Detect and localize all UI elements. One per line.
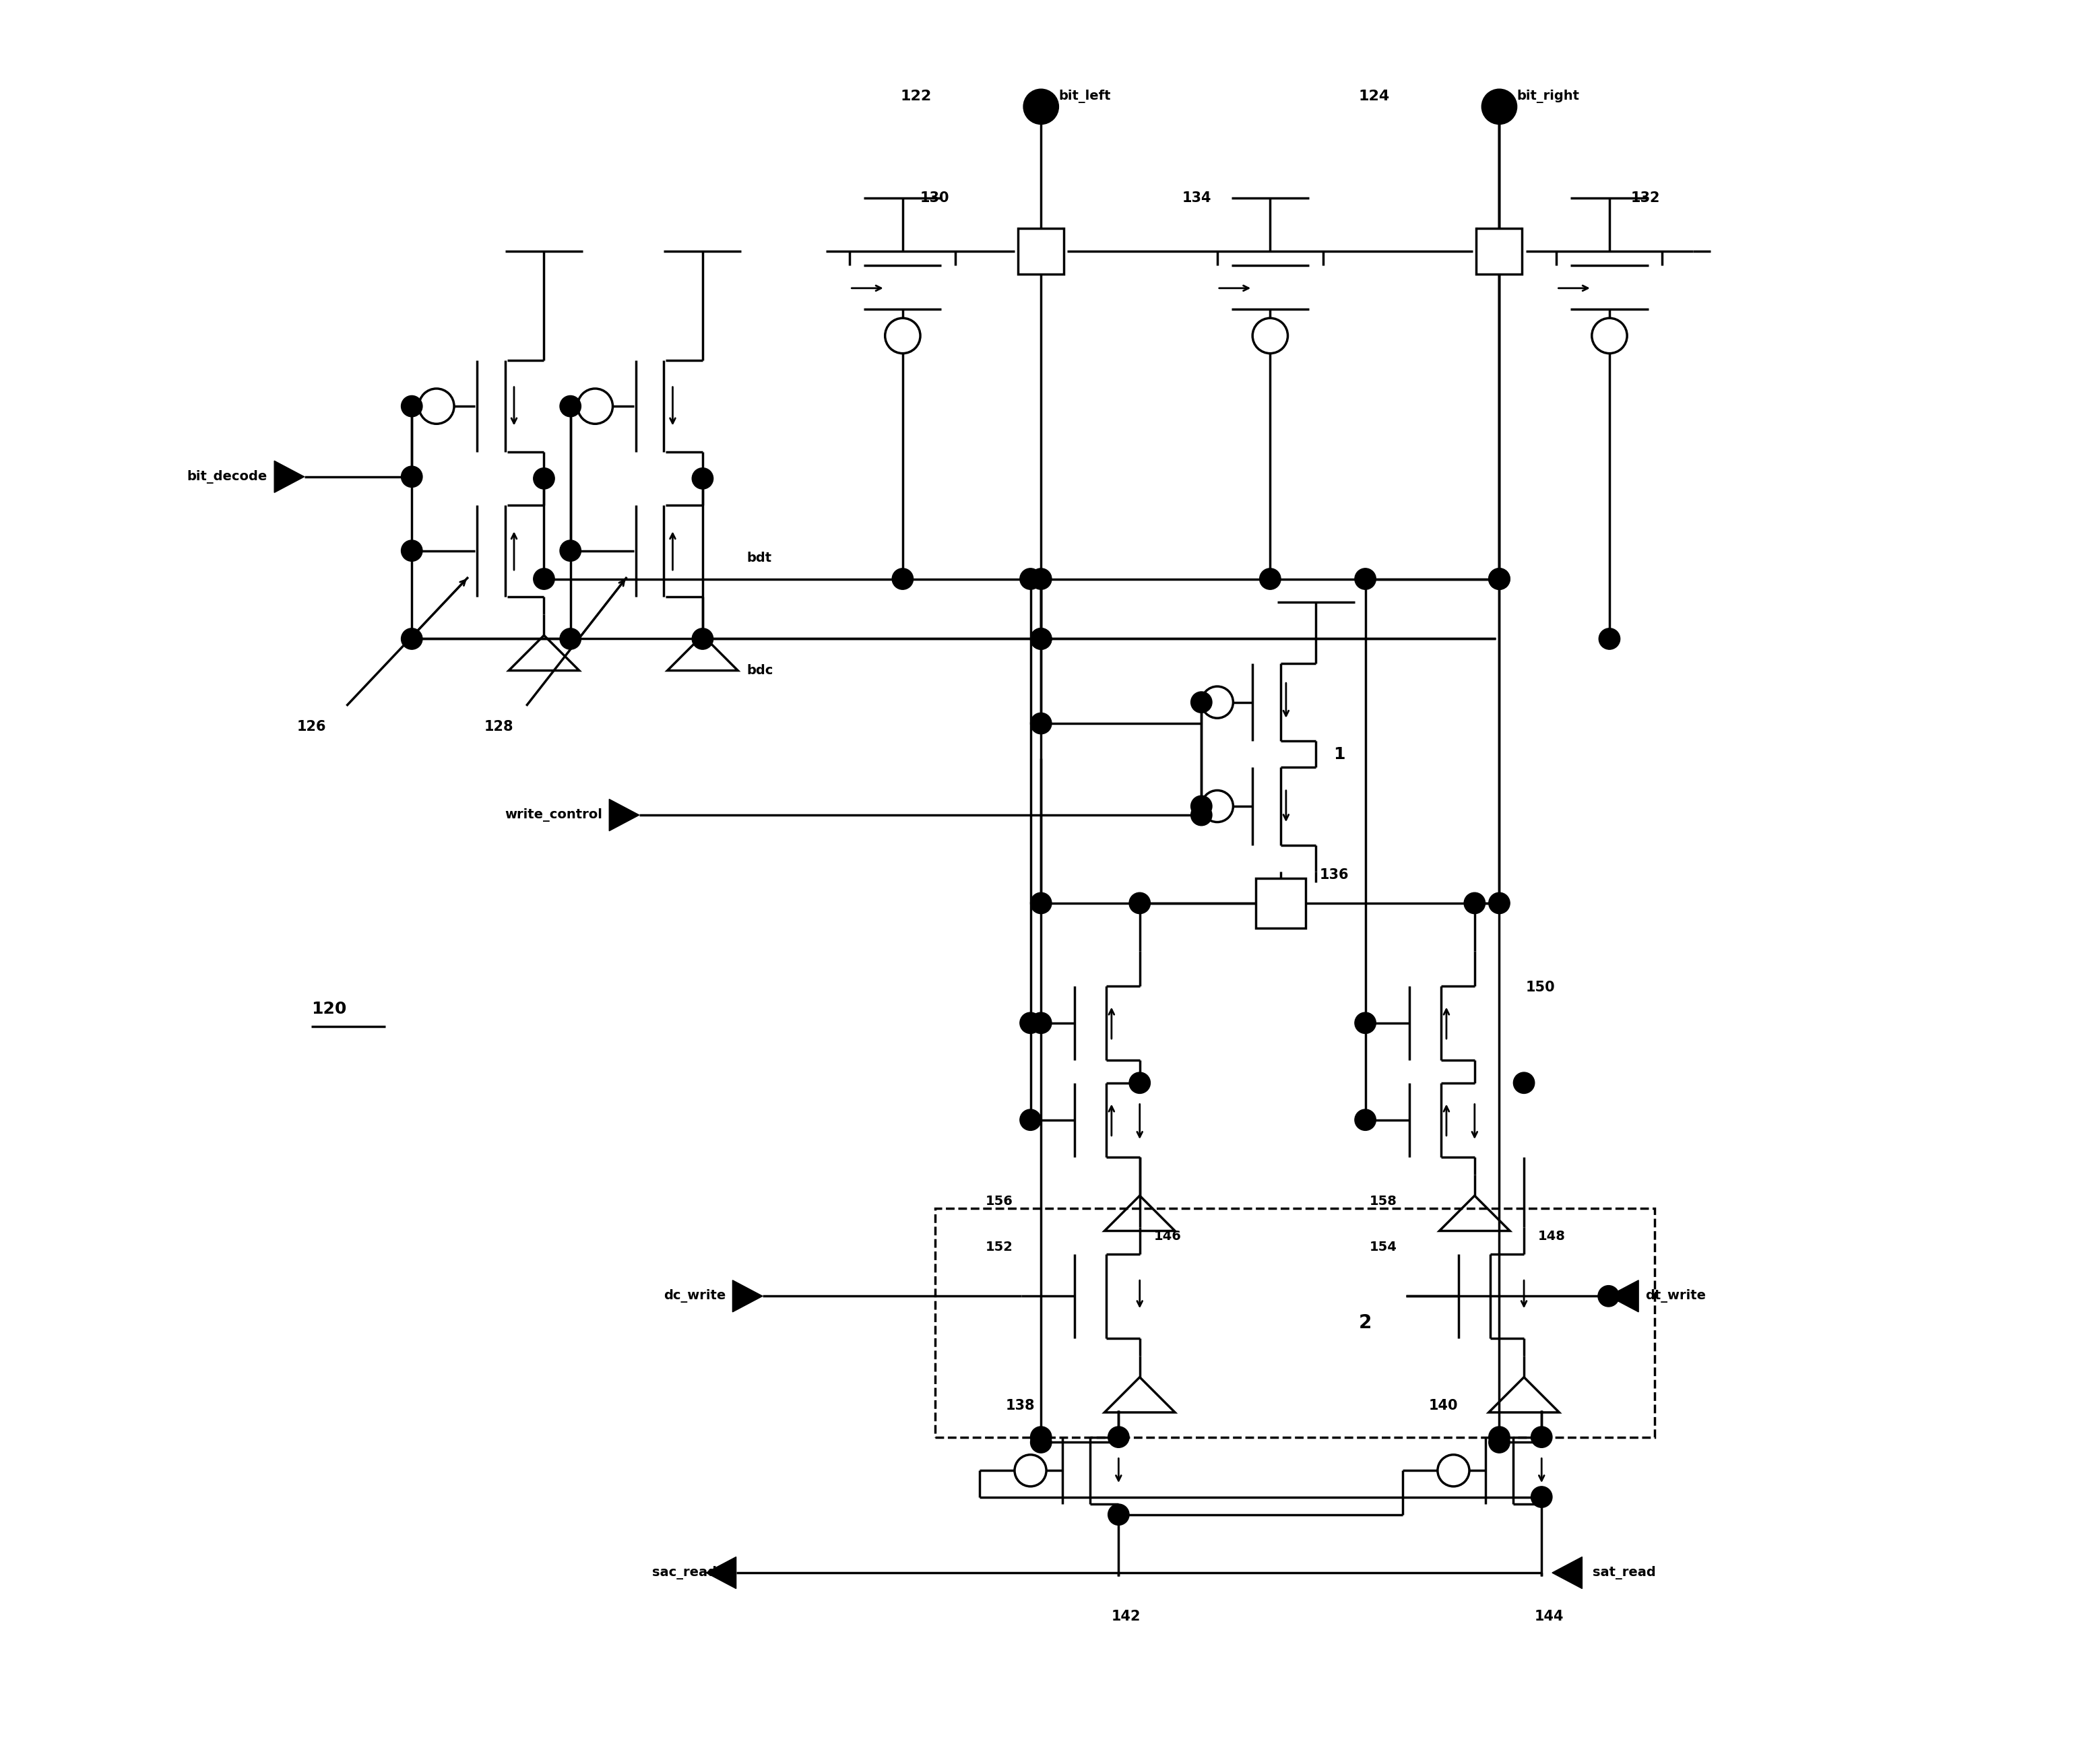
Circle shape	[533, 568, 554, 589]
Text: 130: 130	[921, 192, 950, 205]
Circle shape	[892, 568, 913, 589]
Bar	[1019, 228, 1064, 273]
Circle shape	[560, 628, 581, 649]
Circle shape	[400, 628, 423, 649]
Polygon shape	[732, 1281, 762, 1312]
Text: dt_write: dt_write	[1645, 1289, 1706, 1304]
Text: 134: 134	[1183, 192, 1212, 205]
Circle shape	[419, 388, 454, 423]
Text: 140: 140	[1430, 1399, 1459, 1413]
Polygon shape	[706, 1558, 737, 1589]
Text: dc_write: dc_write	[664, 1289, 726, 1304]
Polygon shape	[274, 460, 305, 492]
Circle shape	[1021, 1110, 1042, 1131]
Text: 1: 1	[1334, 746, 1345, 762]
Circle shape	[1108, 1427, 1129, 1448]
Polygon shape	[610, 799, 639, 831]
Text: 158: 158	[1370, 1194, 1396, 1207]
Text: 138: 138	[1006, 1399, 1035, 1413]
Text: write_control: write_control	[504, 808, 602, 822]
Circle shape	[1108, 1505, 1129, 1526]
Circle shape	[1488, 568, 1511, 589]
Text: 128: 128	[483, 720, 513, 734]
Circle shape	[560, 540, 581, 561]
Text: 152: 152	[986, 1240, 1013, 1252]
Circle shape	[1201, 790, 1233, 822]
Circle shape	[1031, 628, 1052, 649]
Circle shape	[1531, 1427, 1552, 1448]
Circle shape	[1031, 568, 1052, 589]
Circle shape	[1031, 1432, 1052, 1454]
Circle shape	[1355, 1110, 1376, 1131]
Circle shape	[1355, 1013, 1376, 1034]
Circle shape	[1031, 713, 1052, 734]
Text: 154: 154	[1370, 1240, 1396, 1252]
Circle shape	[1488, 893, 1511, 914]
Circle shape	[1031, 893, 1052, 914]
Circle shape	[1191, 804, 1212, 826]
Text: bit_decode: bit_decode	[187, 469, 268, 483]
Circle shape	[1598, 1286, 1618, 1307]
Circle shape	[1253, 318, 1289, 353]
Text: 136: 136	[1320, 868, 1349, 882]
Circle shape	[1531, 1487, 1552, 1508]
Circle shape	[1191, 691, 1212, 713]
Circle shape	[1465, 893, 1486, 914]
Circle shape	[1021, 568, 1042, 589]
Circle shape	[693, 628, 714, 649]
Text: 146: 146	[1154, 1230, 1181, 1242]
Text: 124: 124	[1359, 90, 1390, 102]
Text: 122: 122	[901, 90, 932, 102]
Text: bit_right: bit_right	[1517, 90, 1579, 102]
Circle shape	[1031, 628, 1052, 649]
Circle shape	[1023, 88, 1058, 123]
Circle shape	[577, 388, 612, 423]
Text: bit_left: bit_left	[1058, 90, 1110, 102]
Circle shape	[1488, 1427, 1511, 1448]
Text: 132: 132	[1631, 192, 1660, 205]
Polygon shape	[1552, 1558, 1581, 1589]
Circle shape	[560, 395, 581, 416]
Bar	[1477, 228, 1523, 273]
Circle shape	[1488, 1432, 1511, 1454]
Text: 144: 144	[1535, 1611, 1565, 1623]
Text: 156: 156	[986, 1194, 1013, 1207]
Circle shape	[1438, 1455, 1469, 1487]
Circle shape	[400, 466, 423, 487]
Text: 150: 150	[1525, 981, 1554, 995]
Text: bdt: bdt	[747, 552, 772, 564]
Circle shape	[1600, 628, 1621, 649]
Polygon shape	[1608, 1281, 1639, 1312]
Circle shape	[400, 395, 423, 416]
Circle shape	[1201, 686, 1233, 718]
Text: 2: 2	[1359, 1312, 1372, 1332]
Circle shape	[1031, 1013, 1052, 1034]
Text: 142: 142	[1112, 1611, 1141, 1623]
Text: sat_read: sat_read	[1594, 1566, 1656, 1579]
Circle shape	[1355, 568, 1376, 589]
Text: 120: 120	[311, 1000, 347, 1018]
Circle shape	[1513, 1073, 1536, 1094]
Circle shape	[1260, 568, 1280, 589]
Circle shape	[1488, 568, 1511, 589]
Circle shape	[1482, 88, 1517, 123]
Text: 148: 148	[1538, 1230, 1567, 1242]
Text: 126: 126	[297, 720, 326, 734]
Text: sac_read: sac_read	[652, 1566, 716, 1579]
Circle shape	[886, 318, 921, 353]
Circle shape	[400, 540, 423, 561]
Circle shape	[693, 467, 714, 489]
Circle shape	[1129, 893, 1150, 914]
Circle shape	[1129, 1073, 1150, 1094]
Circle shape	[1015, 1455, 1046, 1487]
Circle shape	[1592, 318, 1627, 353]
Bar	[1255, 878, 1305, 928]
Circle shape	[1191, 796, 1212, 817]
Circle shape	[1031, 1427, 1052, 1448]
Circle shape	[1021, 1013, 1042, 1034]
Text: bdc: bdc	[747, 663, 774, 677]
Bar	[936, 1208, 1654, 1438]
Circle shape	[533, 467, 554, 489]
